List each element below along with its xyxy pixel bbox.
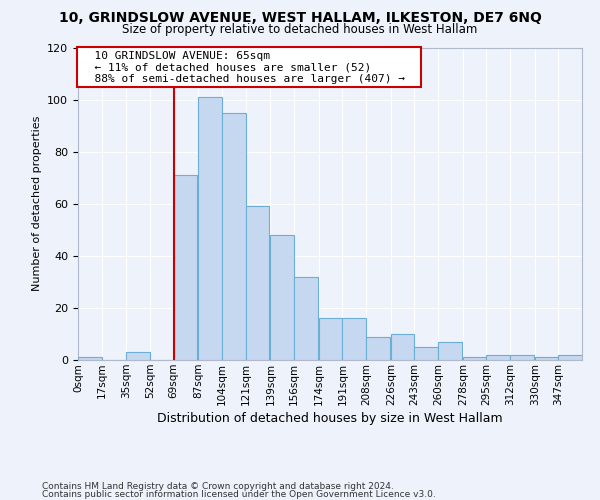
Bar xyxy=(245,206,269,360)
Bar xyxy=(438,342,461,360)
Bar xyxy=(343,318,366,360)
Text: 10, GRINDSLOW AVENUE, WEST HALLAM, ILKESTON, DE7 6NQ: 10, GRINDSLOW AVENUE, WEST HALLAM, ILKES… xyxy=(59,11,541,25)
Bar xyxy=(559,355,582,360)
Bar xyxy=(78,358,101,360)
Bar xyxy=(222,112,245,360)
Bar xyxy=(173,175,197,360)
Bar xyxy=(463,358,487,360)
Y-axis label: Number of detached properties: Number of detached properties xyxy=(32,116,41,292)
Bar xyxy=(319,318,343,360)
Text: 10 GRINDSLOW AVENUE: 65sqm
  ← 11% of detached houses are smaller (52)
  88% of : 10 GRINDSLOW AVENUE: 65sqm ← 11% of deta… xyxy=(80,50,418,84)
Text: Contains HM Land Registry data © Crown copyright and database right 2024.: Contains HM Land Registry data © Crown c… xyxy=(42,482,394,491)
Bar xyxy=(415,347,438,360)
X-axis label: Distribution of detached houses by size in West Hallam: Distribution of detached houses by size … xyxy=(157,412,503,425)
Bar xyxy=(294,276,317,360)
Bar xyxy=(391,334,415,360)
Bar xyxy=(271,235,294,360)
Bar xyxy=(487,355,510,360)
Bar xyxy=(366,336,389,360)
Text: Size of property relative to detached houses in West Hallam: Size of property relative to detached ho… xyxy=(122,22,478,36)
Bar xyxy=(535,358,559,360)
Bar xyxy=(127,352,150,360)
Bar xyxy=(199,97,222,360)
Bar xyxy=(510,355,533,360)
Text: Contains public sector information licensed under the Open Government Licence v3: Contains public sector information licen… xyxy=(42,490,436,499)
